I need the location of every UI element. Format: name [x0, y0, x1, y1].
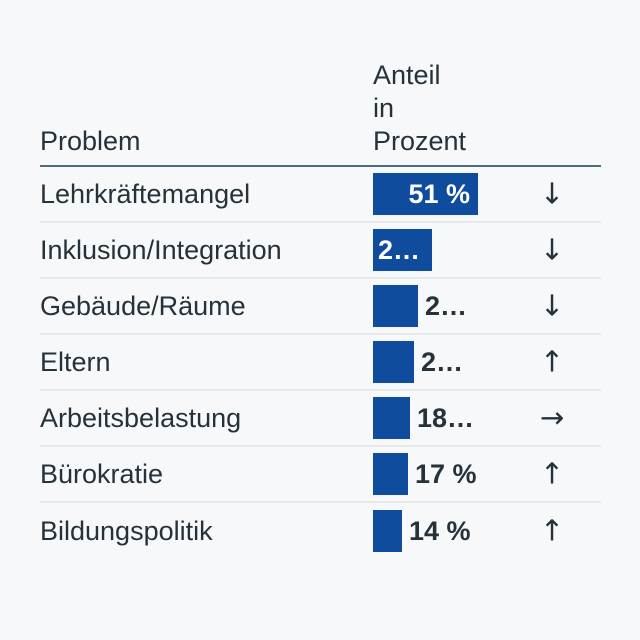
row-label: Inklusion/Integration [40, 234, 282, 265]
column-header-anteil-line3: Prozent [373, 126, 467, 156]
row-label: Arbeitsbelastung [40, 402, 242, 433]
survey-bar-table: Problem Anteil in Prozent Lehrkräftemang… [40, 0, 601, 559]
bar [373, 453, 408, 495]
bar-value-label: 2… [425, 290, 468, 321]
trend-down-icon: ↓ [539, 288, 565, 323]
bar [373, 341, 414, 383]
bar-value-label: 2… [378, 234, 421, 265]
column-header-anteil-line2: in [373, 93, 395, 123]
bar-cell: 18… [373, 397, 511, 439]
trend-down-icon: ↓ [539, 176, 565, 211]
bar-value-label: 51 % [408, 178, 470, 209]
bar-cell: 2… [373, 229, 511, 271]
bar-value-label: 14 % [409, 515, 471, 546]
row-label: Bildungspolitik [40, 515, 213, 546]
bar-value-label: 2… [421, 346, 464, 377]
table-row: Gebäude/Räume 2… ↓ [40, 279, 601, 335]
trend-up-icon: ↑ [539, 456, 565, 491]
bar-cell: 2… [373, 285, 511, 327]
column-header-anteil-line1: Anteil [373, 60, 441, 90]
column-header-problem: Problem [40, 126, 141, 156]
bar: 2… [373, 229, 432, 271]
trend-right-icon: → [539, 400, 565, 435]
table-header: Problem Anteil in Prozent [40, 0, 601, 167]
table-row: Arbeitsbelastung 18… → [40, 391, 601, 447]
row-label: Bürokratie [40, 458, 164, 489]
table-row: Bildungspolitik 14 % ↑ [40, 503, 601, 559]
bar-cell: 2… [373, 341, 511, 383]
bar-cell: 51 % [373, 173, 511, 215]
table-row: Inklusion/Integration 2… ↓ [40, 223, 601, 279]
row-label: Lehrkräftemangel [40, 178, 251, 209]
bar-cell: 14 % [373, 510, 511, 552]
trend-up-icon: ↑ [539, 344, 565, 379]
bar-cell: 17 % [373, 453, 511, 495]
bar [373, 285, 418, 327]
trend-down-icon: ↓ [539, 232, 565, 267]
table-row: Eltern 2… ↑ [40, 335, 601, 391]
trend-up-icon: ↑ [539, 513, 565, 548]
table-row: Lehrkräftemangel 51 % ↓ [40, 167, 601, 223]
bar: 51 % [373, 173, 478, 215]
row-label: Eltern [40, 346, 111, 377]
column-header-anteil: Anteil in Prozent [373, 59, 466, 158]
table-row: Bürokratie 17 % ↑ [40, 447, 601, 503]
bar [373, 510, 402, 552]
bar-value-label: 17 % [415, 458, 477, 489]
row-label: Gebäude/Räume [40, 290, 246, 321]
bar [373, 397, 410, 439]
bar-value-label: 18… [417, 402, 475, 433]
